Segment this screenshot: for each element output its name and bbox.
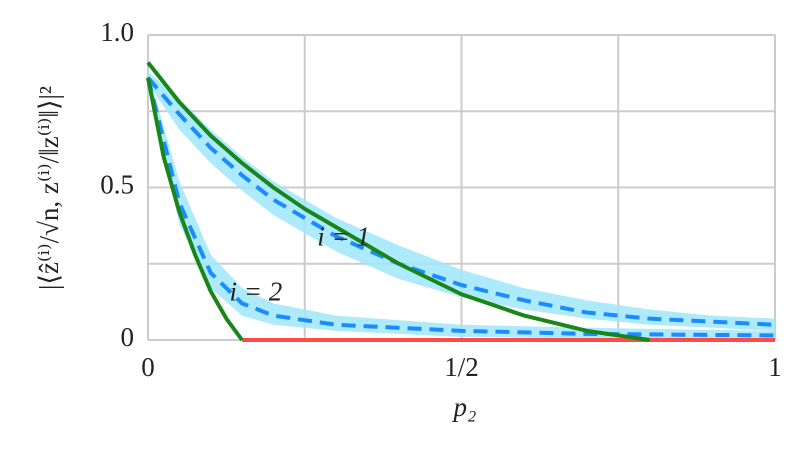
- line: [146, 61, 650, 342]
- x-tick-label: 1/2: [444, 352, 479, 382]
- x-tick-label: 0: [141, 352, 155, 382]
- annotation: i = 2: [230, 276, 283, 306]
- annotation: i = 1: [317, 222, 370, 252]
- y-tick-label: 0: [121, 322, 135, 352]
- x-axis-label: p₂: [452, 392, 477, 422]
- line: [146, 76, 776, 327]
- line: [146, 77, 776, 338]
- y-tick-label: 0.5: [100, 170, 134, 200]
- y-tick-label: 1.0: [100, 17, 134, 47]
- y-axis-label: |⟨ẑ⁽ⁱ⁾/√n, z⁽ⁱ⁾/‖z⁽ⁱ⁾‖⟩|²: [34, 86, 64, 290]
- line: [146, 77, 244, 342]
- x-tick-label: 1: [768, 352, 782, 382]
